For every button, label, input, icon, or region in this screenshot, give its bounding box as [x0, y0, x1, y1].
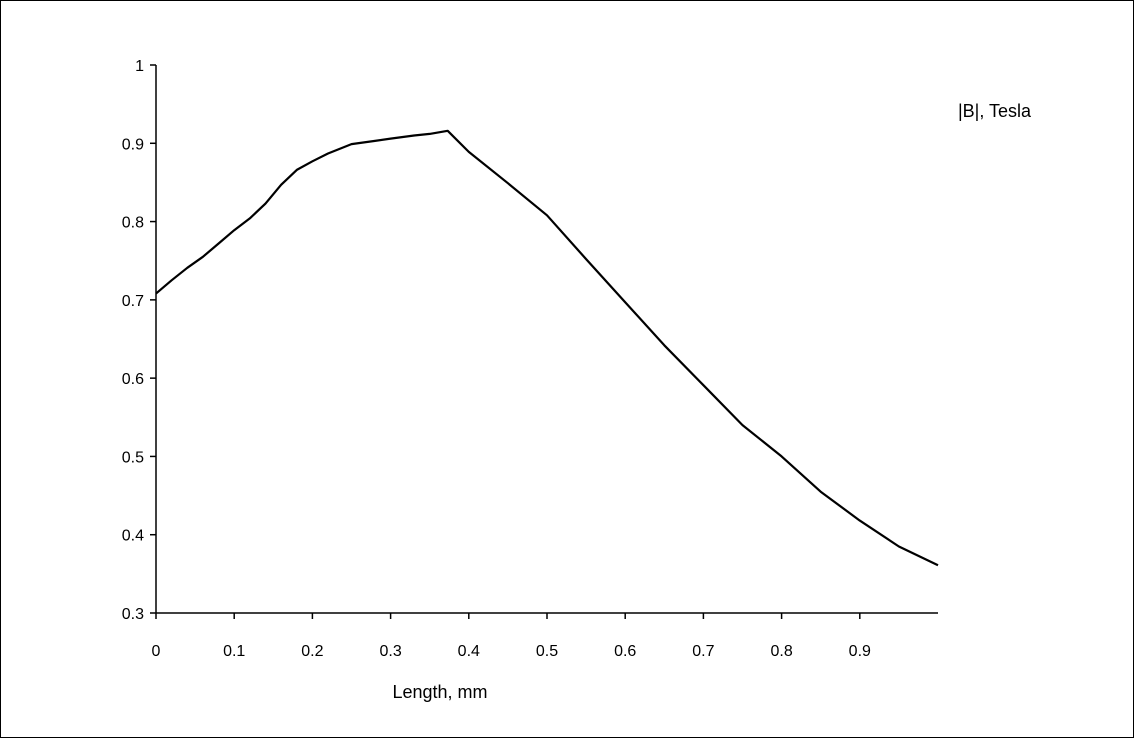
y-tick-label: 0.3	[122, 606, 144, 623]
series-layer	[155, 129, 939, 567]
x-tick-label: 0.1	[223, 643, 245, 660]
x-tick-label: 0	[152, 643, 161, 660]
legend-entry: |B|, Tesla	[958, 101, 1032, 121]
y-tick-label: 0.6	[122, 371, 144, 388]
y-tick-label: 0.5	[122, 449, 144, 466]
x-tick-label: 0.2	[301, 643, 323, 660]
y-axis-ticks: 0.3 0.4 0.5 0.6 0.7 0.8 0.9 1	[122, 58, 156, 623]
y-tick-label: 1	[135, 58, 144, 75]
y-tick-label: 0.8	[122, 215, 144, 232]
x-axis-title: Length, mm	[392, 682, 487, 702]
x-tick-label: 0.4	[458, 643, 480, 660]
y-tick-label: 0.9	[122, 136, 144, 153]
x-tick-label: 0.3	[379, 643, 401, 660]
y-tick-label: 0.7	[122, 293, 144, 310]
x-tick-label: 0.7	[692, 643, 714, 660]
x-tick-label: 0.6	[614, 643, 636, 660]
y-tick-label: 0.4	[122, 528, 144, 545]
series-line	[155, 129, 939, 567]
axes	[155, 65, 938, 614]
x-tick-label: 0.5	[536, 643, 558, 660]
x-axis-ticks: 0 0.1 0.2 0.3 0.4 0.5 0.6 0.7 0.8 0.9	[152, 613, 871, 660]
x-tick-label: 0.8	[770, 643, 792, 660]
x-tick-label: 0.9	[849, 643, 871, 660]
